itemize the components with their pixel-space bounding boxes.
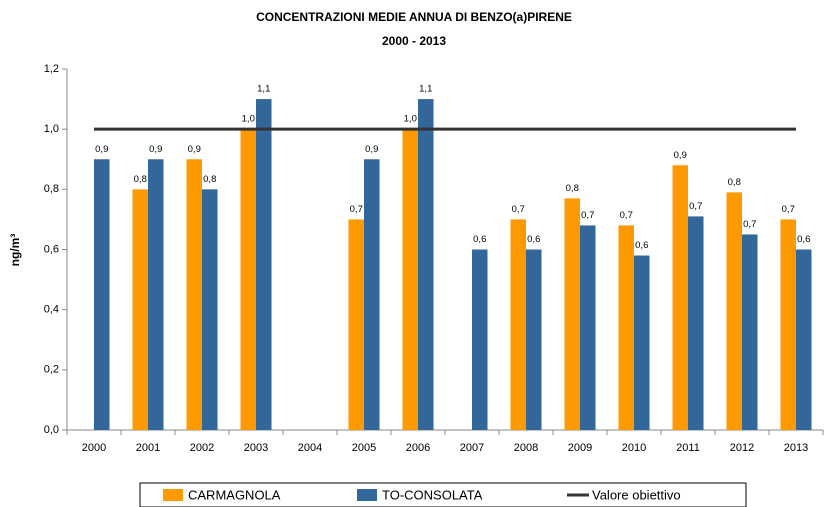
legend-label: CARMAGNOLA (188, 487, 281, 502)
bar (256, 99, 272, 430)
x-tick-label: 2005 (352, 442, 376, 454)
y-tick-label: 1,0 (44, 123, 59, 135)
x-tick-label: 2006 (406, 442, 430, 454)
bar (526, 249, 542, 430)
bar (780, 219, 796, 430)
value-label: 0,9 (188, 144, 201, 155)
x-tick-label: 2000 (82, 442, 106, 454)
bar (634, 255, 650, 430)
value-label: 0,9 (95, 144, 108, 155)
value-label: 0,7 (581, 210, 594, 221)
bar (186, 159, 202, 430)
legend-box (139, 482, 747, 507)
value-label: 0,9 (149, 144, 162, 155)
bar (580, 225, 596, 430)
x-tick-label: 2001 (136, 442, 160, 454)
legend-swatch (357, 489, 377, 501)
x-tick-label: 2008 (514, 442, 538, 454)
value-label: 0,7 (512, 204, 525, 215)
value-label: 0,9 (365, 144, 378, 155)
chart-subtitle: 2000 - 2013 (382, 34, 446, 48)
legend-label: Valore obiettivo (592, 487, 681, 502)
bar (348, 219, 364, 430)
value-label: 1,0 (404, 114, 417, 125)
x-tick-label: 2011 (676, 442, 700, 454)
bar (672, 165, 688, 430)
bar (472, 249, 488, 430)
bar (510, 219, 526, 430)
legend-label: TO-CONSOLATA (382, 487, 483, 502)
value-label: 1,0 (242, 114, 255, 125)
value-label: 0,8 (134, 174, 147, 185)
bar (688, 216, 704, 430)
x-tick-label: 2009 (568, 442, 592, 454)
value-label: 0,9 (674, 150, 687, 161)
legend-swatch (163, 489, 183, 501)
value-label: 0,8 (203, 174, 216, 185)
value-label: 0,8 (566, 183, 579, 194)
y-tick-label: 0,0 (44, 424, 59, 436)
value-label: 0,6 (635, 240, 648, 251)
value-label: 0,8 (728, 177, 741, 188)
value-label: 0,6 (797, 234, 810, 245)
value-label: 0,7 (743, 219, 756, 230)
bar (148, 159, 164, 430)
x-tick-label: 2010 (622, 442, 646, 454)
x-tick-label: 2003 (244, 442, 268, 454)
x-tick-label: 2004 (298, 442, 322, 454)
bar (418, 99, 434, 430)
value-label: 0,7 (350, 204, 363, 215)
bar (742, 234, 758, 430)
value-label: 0,7 (782, 204, 795, 215)
bar (564, 198, 580, 430)
bar (618, 225, 634, 430)
value-label: 0,7 (689, 201, 702, 212)
bar (402, 129, 418, 430)
bar (240, 129, 256, 430)
y-axis-label: ng/m³ (8, 234, 22, 267)
y-tick-label: 0,6 (44, 243, 59, 255)
value-label: 0,6 (473, 234, 486, 245)
x-tick-label: 2002 (190, 442, 214, 454)
bar (132, 189, 148, 430)
value-label: 1,1 (257, 84, 270, 95)
y-tick-label: 0,8 (44, 183, 59, 195)
bar (94, 159, 110, 430)
bar (364, 159, 380, 430)
y-tick-label: 0,2 (44, 364, 59, 376)
bar (796, 249, 812, 430)
value-label: 0,6 (527, 234, 540, 245)
bar (202, 189, 218, 430)
x-tick-label: 2007 (460, 442, 484, 454)
value-label: 0,7 (620, 210, 633, 221)
value-label: 1,1 (419, 84, 432, 95)
chart-title: CONCENTRAZIONI MEDIE ANNUA DI BENZO(a)PI… (256, 10, 572, 24)
y-tick-label: 0,4 (44, 304, 59, 316)
y-tick-label: 1,2 (44, 63, 59, 75)
x-tick-label: 2012 (730, 442, 754, 454)
bar (726, 192, 742, 430)
x-tick-label: 2013 (784, 442, 808, 454)
